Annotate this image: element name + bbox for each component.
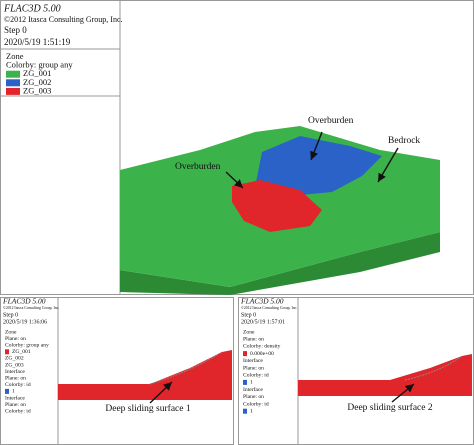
legend-text: Plane: on — [243, 336, 264, 342]
arrow — [310, 131, 323, 161]
legend-text: 1 — [12, 389, 15, 395]
legend-swatch — [5, 349, 9, 355]
legend-text: Zone — [243, 329, 255, 335]
header-line: 2020/5/19 1:51:19 — [4, 37, 71, 47]
legend-swatch — [6, 79, 20, 87]
overburden-blue — [256, 136, 382, 196]
legend-text: Plane: on — [5, 375, 26, 381]
header-line: Step 0 — [241, 312, 256, 318]
header-line: Step 0 — [3, 312, 18, 318]
legend-swatch — [243, 408, 247, 414]
software-title: FLAC3D 5.00 — [240, 297, 284, 306]
legend-text: 1 — [250, 380, 253, 386]
sliding-surface-1 — [149, 351, 223, 385]
annotation: Overburden — [175, 162, 221, 172]
header-line: Step 0 — [4, 25, 27, 35]
legend-text: Colorby: density — [243, 344, 281, 350]
legend-text: ZG_003 — [5, 362, 24, 368]
legend-text: Interface — [5, 368, 25, 375]
software-title: FLAC3D 5.00 — [3, 3, 61, 14]
annotation: Bedrock — [388, 136, 420, 146]
legend-swatch — [6, 70, 20, 78]
legend-text: ZG_003 — [23, 85, 51, 95]
legend-swatch — [243, 351, 247, 357]
legend-swatch — [243, 379, 247, 385]
legend-text: 1 — [250, 408, 253, 414]
legend-text: Colorby: id — [5, 382, 31, 388]
legend-text: 0.000e+00 — [250, 351, 274, 357]
arrow — [149, 381, 173, 404]
legend-text: Interface — [243, 357, 263, 364]
arrow — [377, 147, 399, 183]
legend-swatch — [5, 388, 9, 394]
slope-1 — [58, 350, 232, 400]
legend-text: ZG_001 — [23, 68, 51, 78]
legend-text: Zone — [6, 51, 24, 61]
header-line: ©2012 Itasca Consulting Group, Inc. — [4, 15, 123, 24]
annotation: Overburden — [308, 116, 354, 126]
overburden-red — [232, 180, 322, 232]
arrow — [225, 171, 244, 189]
sliding-surface-2 — [404, 355, 463, 381]
header-line: 2020/5/19 1:57:01 — [241, 319, 285, 325]
legend-text: Interface — [243, 386, 263, 393]
header-line: 2020/5/19 1:36:06 — [3, 319, 47, 325]
legend-text: Plane: on — [243, 394, 264, 400]
legend-text: ZG_002 — [5, 356, 24, 362]
model-3d — [120, 126, 440, 295]
legend-text: Colorby: id — [243, 401, 269, 407]
legend-swatch — [6, 87, 20, 95]
annotation: Deep sliding surface 1 — [105, 403, 190, 414]
legend-text: Colorby: group any — [5, 342, 49, 348]
software-title: FLAC3D 5.00 — [2, 297, 46, 306]
legend-text: ZG_001 — [12, 349, 31, 355]
header-line: ©2012 Itasca Consulting Group, Inc. — [3, 305, 59, 311]
terrain-side — [120, 232, 440, 295]
annotation: Deep sliding surface 2 — [347, 402, 432, 413]
legend-text: Zone — [5, 329, 17, 335]
legend-text: ZG_002 — [23, 77, 51, 87]
legend-text: Colorby: id — [243, 372, 269, 378]
legend-text: Interface — [5, 394, 25, 401]
slope-2 — [298, 354, 472, 396]
legend-text: Colorby: id — [5, 408, 31, 414]
header-line: ©2012 Itasca Consulting Group, Inc. — [241, 305, 297, 311]
legend-text: Colorby: group any — [6, 60, 73, 70]
legend-text: Plane: on — [5, 402, 26, 408]
legend-text: Plane: on — [243, 365, 264, 371]
arrow — [391, 383, 415, 403]
legend-text: Plane: on — [5, 336, 26, 342]
